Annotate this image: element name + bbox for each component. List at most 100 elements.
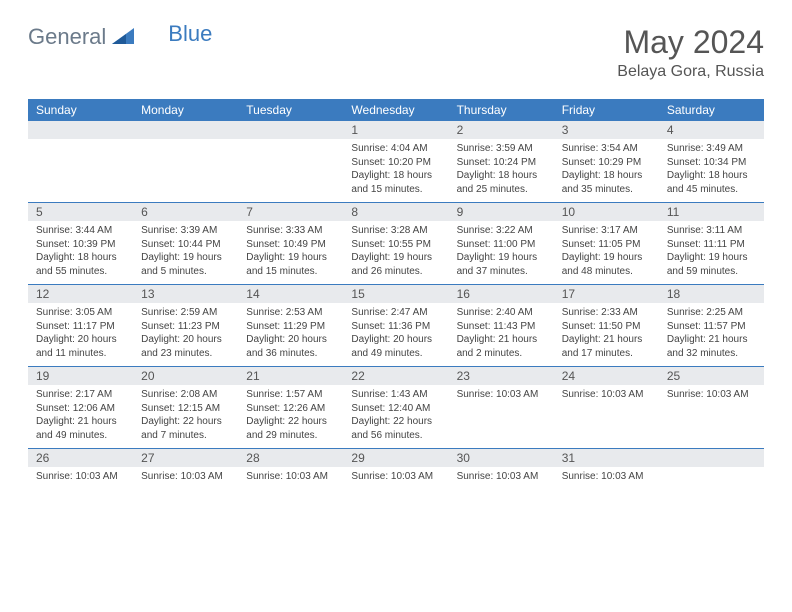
day-detail-line: Daylight: 18 hours and 55 minutes.	[36, 251, 125, 278]
day-detail-line: Sunrise: 3:11 AM	[667, 224, 756, 238]
day-cell: 30Sunrise: 10:03 AM	[449, 449, 554, 527]
day-cell: 12Sunrise: 3:05 AMSunset: 11:17 PMDaylig…	[28, 285, 133, 366]
day-detail-line: Sunrise: 3:22 AM	[457, 224, 546, 238]
day-number: 8	[343, 203, 448, 221]
weekday-header: Tuesday	[238, 99, 343, 121]
day-number: 9	[449, 203, 554, 221]
day-cell	[133, 121, 238, 202]
day-detail-line: Sunrise: 3:54 AM	[562, 142, 651, 156]
day-cell	[28, 121, 133, 202]
day-detail-line: Sunrise: 2:25 AM	[667, 306, 756, 320]
month-title: May 2024	[617, 24, 764, 61]
day-cell: 11Sunrise: 3:11 AMSunset: 11:11 PMDaylig…	[659, 203, 764, 284]
location-label: Belaya Gora, Russia	[617, 63, 764, 81]
day-number: 17	[554, 285, 659, 303]
day-details: Sunrise: 2:53 AMSunset: 11:29 PMDaylight…	[238, 303, 343, 366]
day-number: 22	[343, 367, 448, 385]
day-detail-line: Daylight: 20 hours and 36 minutes.	[246, 333, 335, 360]
day-detail-line: Daylight: 21 hours and 17 minutes.	[562, 333, 651, 360]
day-details: Sunrise: 3:39 AMSunset: 10:44 PMDaylight…	[133, 221, 238, 284]
day-details: Sunrise: 2:33 AMSunset: 11:50 PMDaylight…	[554, 303, 659, 366]
day-detail-line: Sunset: 12:15 AM	[141, 402, 230, 416]
day-detail-line: Sunrise: 10:03 AM	[562, 388, 651, 402]
day-cell: 19Sunrise: 2:17 AMSunset: 12:06 AMDaylig…	[28, 367, 133, 448]
day-details: Sunrise: 2:59 AMSunset: 11:23 PMDaylight…	[133, 303, 238, 366]
day-detail-line: Daylight: 22 hours and 29 minutes.	[246, 415, 335, 442]
day-number: 6	[133, 203, 238, 221]
day-details: Sunrise: 3:33 AMSunset: 10:49 PMDaylight…	[238, 221, 343, 284]
day-detail-line: Daylight: 18 hours and 45 minutes.	[667, 169, 756, 196]
day-detail-line: Sunrise: 2:53 AM	[246, 306, 335, 320]
day-detail-line: Daylight: 19 hours and 37 minutes.	[457, 251, 546, 278]
day-details: Sunrise: 10:03 AM	[554, 385, 659, 408]
day-details: Sunrise: 1:57 AMSunset: 12:26 AMDaylight…	[238, 385, 343, 448]
day-number: 29	[343, 449, 448, 467]
day-number: 23	[449, 367, 554, 385]
day-number: 27	[133, 449, 238, 467]
day-detail-line: Daylight: 22 hours and 7 minutes.	[141, 415, 230, 442]
day-detail-line: Daylight: 18 hours and 25 minutes.	[457, 169, 546, 196]
logo-text-blue: Blue	[168, 21, 212, 47]
calendar-week: 5Sunrise: 3:44 AMSunset: 10:39 PMDayligh…	[28, 202, 764, 284]
day-details: Sunrise: 3:44 AMSunset: 10:39 PMDaylight…	[28, 221, 133, 284]
day-details: Sunrise: 4:04 AMSunset: 10:20 PMDaylight…	[343, 139, 448, 202]
day-cell: 5Sunrise: 3:44 AMSunset: 10:39 PMDayligh…	[28, 203, 133, 284]
day-detail-line: Sunrise: 3:59 AM	[457, 142, 546, 156]
day-detail-line: Sunrise: 3:17 AM	[562, 224, 651, 238]
day-number: 18	[659, 285, 764, 303]
day-detail-line: Sunset: 11:11 PM	[667, 238, 756, 252]
day-number: 2	[449, 121, 554, 139]
title-block: May 2024 Belaya Gora, Russia	[617, 24, 764, 81]
day-detail-line: Sunset: 11:36 PM	[351, 320, 440, 334]
day-details: Sunrise: 2:25 AMSunset: 11:57 PMDaylight…	[659, 303, 764, 366]
calendar-week: 26Sunrise: 10:03 AM27Sunrise: 10:03 AM28…	[28, 448, 764, 527]
day-details: Sunrise: 10:03 AM	[28, 467, 133, 490]
day-details: Sunrise: 3:11 AMSunset: 11:11 PMDaylight…	[659, 221, 764, 284]
day-cell: 17Sunrise: 2:33 AMSunset: 11:50 PMDaylig…	[554, 285, 659, 366]
day-detail-line: Sunrise: 10:03 AM	[36, 470, 125, 484]
day-detail-line: Sunset: 10:55 PM	[351, 238, 440, 252]
day-detail-line: Sunrise: 10:03 AM	[667, 388, 756, 402]
day-number: 14	[238, 285, 343, 303]
day-detail-line: Sunrise: 4:04 AM	[351, 142, 440, 156]
day-detail-line: Sunrise: 2:47 AM	[351, 306, 440, 320]
day-number: 1	[343, 121, 448, 139]
day-number: 30	[449, 449, 554, 467]
day-cell: 27 Sunrise: 10:03 AM	[133, 449, 238, 527]
weekday-header: Friday	[554, 99, 659, 121]
day-number: 21	[238, 367, 343, 385]
day-detail-line: Sunrise: 3:44 AM	[36, 224, 125, 238]
day-detail-line: Daylight: 21 hours and 2 minutes.	[457, 333, 546, 360]
day-cell: 6Sunrise: 3:39 AMSunset: 10:44 PMDayligh…	[133, 203, 238, 284]
day-detail-line: Sunrise: 2:08 AM	[141, 388, 230, 402]
day-detail-line: Sunset: 10:49 PM	[246, 238, 335, 252]
day-detail-line: Sunrise: 10:03 AM	[141, 470, 230, 484]
day-detail-line: Sunset: 12:40 AM	[351, 402, 440, 416]
day-cell: 16Sunrise: 2:40 AMSunset: 11:43 PMDaylig…	[449, 285, 554, 366]
day-number	[238, 121, 343, 139]
weekday-header: Sunday	[28, 99, 133, 121]
day-detail-line: Sunset: 10:20 PM	[351, 156, 440, 170]
day-cell: 18Sunrise: 2:25 AMSunset: 11:57 PMDaylig…	[659, 285, 764, 366]
day-cell: 10Sunrise: 3:17 AMSunset: 11:05 PMDaylig…	[554, 203, 659, 284]
calendar-body: 1Sunrise: 4:04 AMSunset: 10:20 PMDayligh…	[28, 121, 764, 527]
day-detail-line: Sunset: 11:29 PM	[246, 320, 335, 334]
day-details: Sunrise: 3:49 AMSunset: 10:34 PMDaylight…	[659, 139, 764, 202]
day-details: Sunrise: 3:59 AMSunset: 10:24 PMDaylight…	[449, 139, 554, 202]
day-detail-line: Daylight: 21 hours and 32 minutes.	[667, 333, 756, 360]
day-details	[659, 467, 764, 476]
day-cell: 2Sunrise: 3:59 AMSunset: 10:24 PMDayligh…	[449, 121, 554, 202]
day-cell: 9Sunrise: 3:22 AMSunset: 11:00 PMDayligh…	[449, 203, 554, 284]
day-details: Sunrise: 10:03 AM	[449, 385, 554, 408]
day-number: 7	[238, 203, 343, 221]
day-number: 20	[133, 367, 238, 385]
day-number: 31	[554, 449, 659, 467]
day-detail-line: Sunrise: 3:05 AM	[36, 306, 125, 320]
day-number: 26	[28, 449, 133, 467]
header: General Blue May 2024 Belaya Gora, Russi…	[28, 24, 764, 81]
day-cell: 1Sunrise: 4:04 AMSunset: 10:20 PMDayligh…	[343, 121, 448, 202]
day-details: Sunrise: 3:05 AMSunset: 11:17 PMDaylight…	[28, 303, 133, 366]
day-detail-line: Daylight: 19 hours and 15 minutes.	[246, 251, 335, 278]
day-detail-line: Sunrise: 10:03 AM	[351, 470, 440, 484]
day-details: Sunrise: 2:08 AMSunset: 12:15 AMDaylight…	[133, 385, 238, 448]
